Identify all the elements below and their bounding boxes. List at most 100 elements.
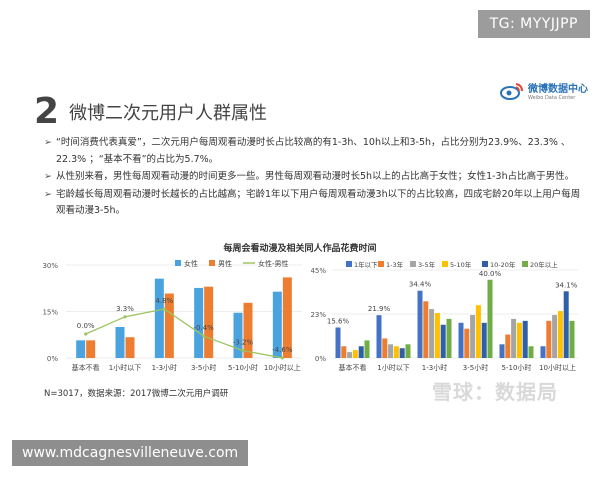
legend-swatch (410, 261, 416, 267)
line-data-label: -3.2% (233, 339, 254, 347)
bar-series-5 (569, 320, 575, 358)
bar-series-2 (470, 314, 476, 358)
bar-series-2 (429, 309, 435, 358)
legend-swatch (346, 261, 352, 267)
bar-series-3 (393, 346, 399, 358)
bar-series-5 (487, 279, 493, 358)
bar-data-label: 40.0% (479, 270, 502, 278)
arrow-bullet-icon: ➢ (44, 171, 52, 182)
bar-series-2 (388, 344, 394, 358)
line-data-label: 0.0% (77, 322, 95, 330)
legend-label: 20年以上 (530, 260, 558, 269)
bar-series-1 (341, 346, 347, 358)
bar-series-0 (417, 290, 423, 358)
bar-series-4 (481, 322, 487, 358)
bullet-text: 从性别来看，男性每周观看动漫的时间更多一些。男性每周观看动漫时长5h以上的占比高… (56, 171, 575, 182)
bar-series-0 (499, 344, 505, 358)
bar-series-0 (458, 322, 464, 358)
bar-male (243, 302, 253, 358)
bullet-text: “时间消费代表真爱”，二次元用户每周观看动漫时长占比较高的有1-3h、10h以上… (56, 137, 571, 165)
bar-data-label: 21.9% (368, 305, 391, 313)
bar-male (125, 337, 135, 358)
bar-series-1 (382, 338, 388, 358)
y-tick-label: 0% (315, 355, 326, 363)
line-point (280, 356, 284, 360)
legend-swatch (442, 261, 448, 267)
y-tick-label: 23% (310, 311, 326, 319)
bar-series-3 (516, 322, 522, 358)
bullet-list: ➢ “时间消费代表真爱”，二次元用户每周观看动漫时长占比较高的有1-3h、10h以… (44, 135, 589, 221)
y-tick-label: 30% (42, 262, 58, 270)
bar-series-0 (376, 315, 382, 358)
legend-label: 男性 (218, 259, 232, 268)
legend-label: 女性-男性 (258, 259, 289, 268)
bar-series-4 (522, 320, 528, 358)
x-tick-label: 基本不看 (339, 363, 367, 372)
weibo-logo-icon (500, 82, 523, 100)
bar-female (194, 287, 204, 358)
bar-data-label: 34.1% (555, 281, 578, 289)
section-number: 2 (34, 91, 60, 132)
y-tick-label: 0% (47, 355, 58, 363)
y-tick-label: 45% (310, 267, 326, 275)
bar-series-1 (423, 301, 429, 358)
charts-canvas: 0% 15% 30% 基本不看 1小时以下 1-3小时 3-5小时 5-10小时 10小时以上 0… (42, 259, 578, 372)
bar-series-2 (347, 352, 353, 358)
bar-series-1 (464, 328, 470, 358)
x-tick-label: 10小时以上 (264, 363, 301, 372)
bar-series-1 (546, 320, 552, 358)
legend-swatch (378, 261, 384, 267)
x-tick-label: 5-10小时 (502, 363, 532, 372)
bar-female (115, 327, 125, 358)
legend-label: 10-20年 (490, 260, 516, 269)
bar-series-0 (335, 327, 341, 358)
bar-series-1 (505, 334, 511, 358)
line-data-label: 3.3% (116, 305, 134, 313)
bullet-item: ➢ 从性别来看，男性每周观看动漫的时间更多一些。男性每周观看动漫时长5h以上的占比… (44, 169, 589, 186)
watermark-bottom: www.mdcagnesvilleneuve.com (12, 440, 249, 466)
x-tick-label: 3-5小时 (191, 363, 216, 372)
line-data-label: -4.6% (272, 346, 293, 354)
legend-swatch (482, 261, 488, 267)
watermark-brand: 雪球：数据局 (432, 380, 558, 404)
line-point (241, 349, 245, 353)
bar-male (282, 277, 292, 358)
legend-label: 女性 (184, 259, 198, 268)
x-tick-label: 1-3小时 (422, 363, 447, 372)
x-tick-label: 5-10小时 (228, 363, 258, 372)
bar-series-3 (434, 313, 440, 358)
x-tick-label: 1小时以下 (377, 363, 409, 372)
legend-swatch (522, 261, 528, 267)
bar-series-5 (446, 318, 452, 358)
chart-title: 每周会看动漫及相关同人作品花费时间 (223, 244, 377, 254)
section-heading: 2 微博二次元用户人群属性 (34, 94, 267, 130)
logo-name-cn: 微博数据中心 (528, 84, 588, 95)
line-data-label: -0.4% (194, 324, 215, 332)
x-tick-label: 1-3小时 (152, 363, 177, 372)
bar-female (272, 291, 282, 358)
legend-label: 5-10年 (450, 260, 472, 269)
bullet-text: 宅龄越长每周观看动漫时长越长的占比越高；宅龄1年以下用户每周观看动漫3h以下的占… (56, 188, 581, 217)
y-tick-label: 15% (42, 309, 58, 317)
bar-series-3 (475, 305, 481, 358)
bullet-item: ➢ “时间消费代表真爱”，二次元用户每周观看动漫时长占比较高的有1-3h、10h以… (44, 135, 589, 168)
weibo-data-logo: 微博数据中心 Weibo Data Center (499, 80, 588, 101)
bar-series-3 (557, 311, 563, 358)
line-point (123, 315, 127, 319)
logo-name-en: Weibo Data Center (528, 95, 576, 101)
bullet-item: ➢ 宅龄越长每周观看动漫时长越长的占比越高；宅龄1年以下用户每周观看动漫3h以下的… (44, 187, 589, 220)
bar-series-5 (528, 346, 534, 358)
line-point (202, 334, 206, 338)
x-tick-label: 1小时以下 (109, 363, 141, 372)
legend-swatch (175, 260, 181, 266)
bar-series-0 (540, 346, 546, 358)
x-tick-label: 10小时以上 (539, 363, 576, 372)
line-female-minus-male (85, 308, 283, 359)
legend-swatch (209, 260, 215, 266)
bar-male (204, 286, 214, 358)
bar-series-4 (358, 346, 364, 358)
bar-series-2 (511, 318, 517, 358)
legend-label: 3-5年 (418, 260, 436, 269)
legend-label: 1年以下 (354, 260, 378, 269)
